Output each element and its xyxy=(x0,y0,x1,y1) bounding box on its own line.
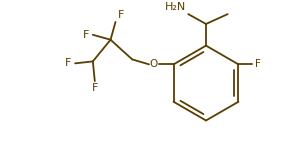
Text: F: F xyxy=(83,30,89,40)
Text: O: O xyxy=(150,59,158,69)
Text: F: F xyxy=(117,10,124,20)
Text: F: F xyxy=(92,83,98,93)
Text: F: F xyxy=(255,59,261,69)
Text: F: F xyxy=(65,58,71,68)
Text: H₂N: H₂N xyxy=(165,2,186,12)
